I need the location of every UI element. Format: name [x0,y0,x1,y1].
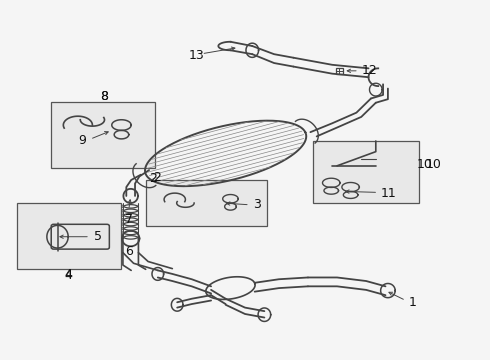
Text: 11: 11 [381,186,397,199]
Text: 2: 2 [149,172,157,185]
Bar [146,180,267,226]
Bar [51,102,155,168]
Text: 9: 9 [78,134,86,147]
Text: 6: 6 [125,244,133,257]
Text: 13: 13 [189,49,204,62]
Text: 4: 4 [64,269,72,282]
Bar [17,203,122,269]
Text: 7: 7 [125,213,133,226]
Text: 2: 2 [153,171,161,184]
Text: 8: 8 [100,90,108,103]
Text: 5: 5 [94,230,102,243]
Text: 1: 1 [409,296,416,309]
Bar [313,141,419,203]
Bar [336,68,343,74]
Text: 8: 8 [100,90,108,103]
Text: 10: 10 [425,158,441,171]
Text: 3: 3 [253,198,261,211]
Text: 4: 4 [64,269,72,282]
Text: 10: 10 [416,158,432,171]
Text: 12: 12 [361,64,377,77]
